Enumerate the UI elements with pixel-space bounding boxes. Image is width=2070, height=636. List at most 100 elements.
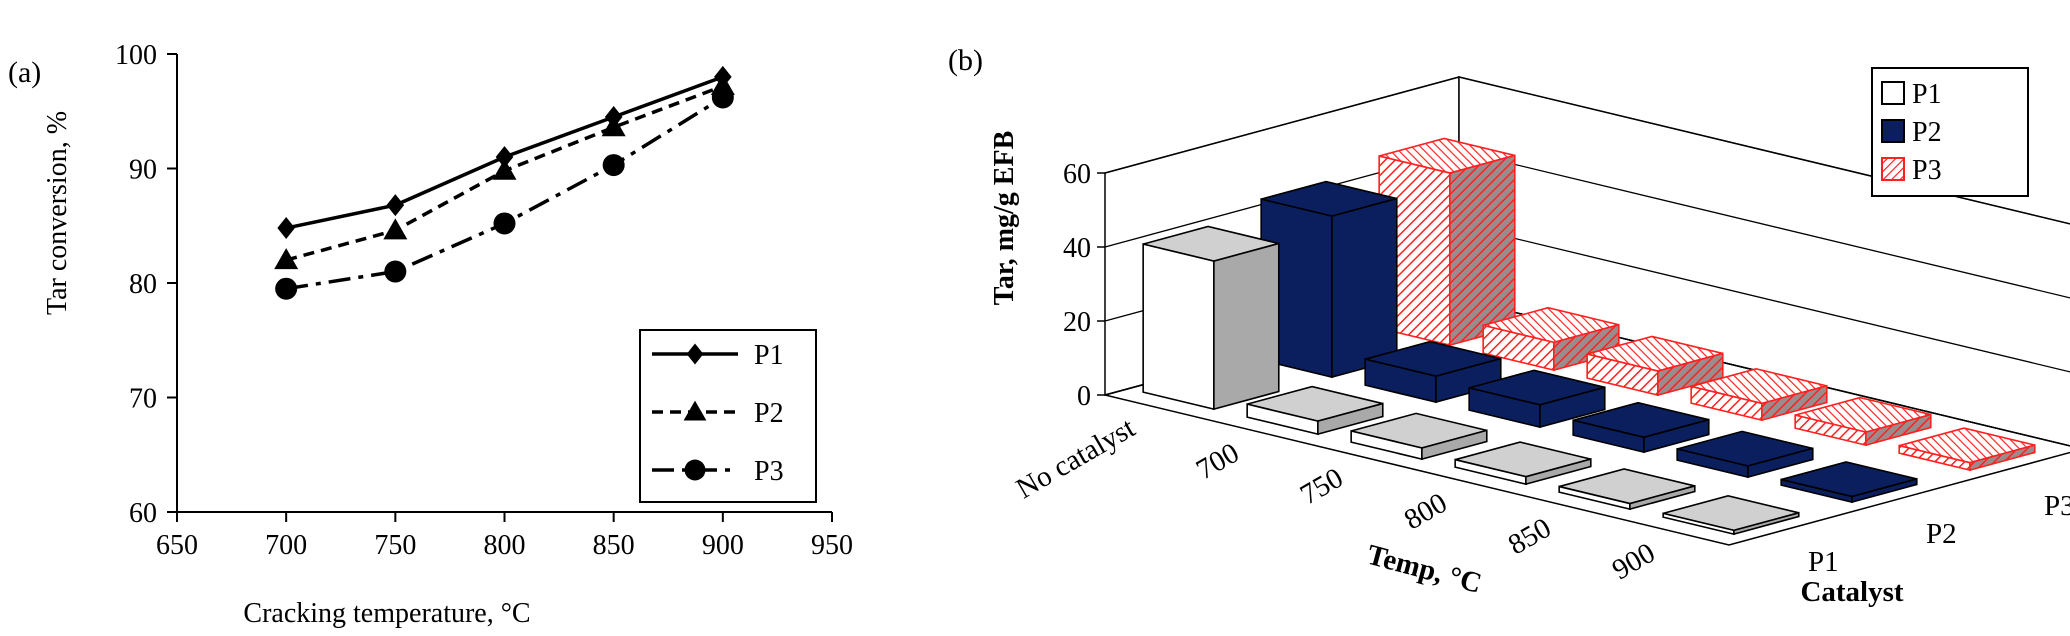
panel-b-bar-P1-800	[1454, 441, 1592, 486]
panel-b-label: (b)	[948, 44, 983, 77]
panel-a-point-P2	[601, 115, 626, 137]
panel-b-x-tick-label: 750	[1295, 462, 1349, 511]
panel-b-legend-label-P3: P3	[1912, 155, 1942, 186]
panel-a-legend-label-P1: P1	[754, 340, 784, 371]
panel-b-x-tick-label: No catalyst	[1011, 412, 1141, 505]
panel-a-legend-label-P3: P3	[754, 456, 784, 487]
panel-b-bar-P2-700	[1364, 340, 1502, 404]
panel-a-y-tick-label: 80	[129, 269, 157, 300]
panel-a-point-P1	[386, 194, 405, 217]
panel-b-bar-P1-750	[1350, 412, 1488, 461]
panel-b-bar-top	[1662, 494, 1799, 532]
panel-b-bar-front	[1142, 243, 1215, 411]
panel-a-y-tick-label: 60	[129, 498, 157, 529]
panel-a-legend-marker-P1	[686, 343, 704, 365]
panel-a-x-tick-label: 650	[156, 530, 198, 561]
panel-b-bar-side	[1331, 197, 1398, 379]
panel-b-x-tick-label: 700	[1191, 437, 1245, 486]
panel-b-bar-P2-750	[1468, 369, 1606, 429]
panel-a-legend: P1 P2 P3	[639, 329, 817, 503]
panel-b-bar-side	[1421, 429, 1488, 461]
panel-b-bar-P1-No-catalyst	[1142, 225, 1280, 411]
panel-a-point-P2	[383, 218, 408, 240]
panel-a-y-tick-label: 70	[129, 384, 157, 415]
panel-b-bar-side	[1629, 484, 1696, 511]
panel-b-bar-P3-800	[1690, 368, 1828, 422]
panel-a-ticks: 60 70 80 90 100 650 700 750 800 850 900 950	[115, 40, 853, 561]
panel-a-x-tick-label: 950	[811, 530, 853, 561]
panel-a-ylabel: Tar conversion, %	[42, 111, 73, 315]
panel-b-bar-side	[1643, 418, 1710, 454]
panel-b-z-tick-label: P2	[1926, 518, 1957, 550]
panel-b-legend-swatch-P2	[1881, 119, 1905, 143]
panel-b-legend-swatch-P1	[1881, 81, 1905, 105]
panel-b-zlabel: Catalyst	[1800, 576, 1903, 608]
panel-b-bar-P2-800	[1572, 401, 1710, 454]
panel-b-bar-P2-No-catalyst	[1260, 180, 1398, 379]
panel-b-y-tick-label: 60	[1063, 159, 1091, 190]
panel-a-point-P1	[495, 146, 514, 169]
panel-a-point-P2	[492, 158, 517, 180]
panel-b-bar-side	[1851, 477, 1918, 504]
panel-b-y-tick-label: 0	[1077, 381, 1091, 412]
panel-b-legend-label-P2: P2	[1912, 117, 1942, 148]
panel-b-bar-P3-850	[1794, 396, 1932, 447]
panel-a-series	[274, 65, 735, 300]
panel-b-y-tick-label: 20	[1063, 307, 1091, 338]
panel-b-y-tick-label: 40	[1063, 233, 1091, 264]
panel-a-y-tick-label: 100	[115, 40, 157, 71]
panel-b-bar-P1-900	[1662, 494, 1800, 536]
panel-b-bar-P2-850	[1676, 430, 1814, 479]
panel-a-point-P3	[602, 154, 625, 177]
panel-b-bar-side	[1733, 511, 1800, 536]
panel-a-legend-label-P2: P2	[754, 398, 784, 429]
panel-a-label: (a)	[8, 56, 41, 89]
panel-b-bar-side	[1539, 386, 1606, 429]
panel-b-xlabel: Temp, °C	[1364, 539, 1485, 600]
panel-b-bar-top	[1780, 461, 1917, 498]
panel-b-bar-P3-No-catalyst	[1378, 137, 1516, 347]
panel-b-bars	[1142, 137, 2036, 536]
panel-b-bar-P3-900	[1898, 427, 2036, 472]
panel-b-ylabel: Tar, mg/g EFB	[989, 131, 1020, 306]
panel-a-legend-marker-P3	[684, 459, 706, 481]
panel-b-bar-P3-750	[1586, 335, 1724, 397]
panel-b-z-tick-label: P1	[1808, 546, 1839, 578]
panel-a-series-line-P3	[285, 96, 724, 291]
panel-a-x-tick-label: 750	[374, 530, 416, 561]
panel-b-bar-side	[1761, 384, 1828, 422]
panel-b-bar-P2-900	[1780, 461, 1918, 504]
panel-b-bar-side	[1449, 154, 1516, 347]
panel-a-x-tick-label: 900	[702, 530, 744, 561]
chart-panel-b: (b) 0 20 40 60 No catalyst 700 750 800 850 900 P1…	[948, 44, 2070, 608]
panel-a-point-P2	[274, 248, 299, 270]
panel-b-bar-side	[1969, 444, 2036, 472]
panel-b-bar-side	[1747, 447, 1814, 479]
panel-b-legend: P1 P2 P3	[1871, 67, 2029, 197]
panel-a-x-tick-label: 850	[593, 530, 635, 561]
panel-b-bar-side	[1317, 402, 1384, 436]
panel-b-bar-side	[1865, 413, 1932, 447]
panel-b-legend-label-P1: P1	[1912, 79, 1942, 110]
panel-a-legend-marker-P2	[683, 400, 707, 421]
panel-a-x-tick-label: 700	[265, 530, 307, 561]
chart-panel-a: (a) 60 70 80 90 100 650 700 750 800 850 900 950 Cra…	[8, 40, 853, 629]
panel-b-bar-P3-700	[1482, 306, 1620, 372]
panel-b-bar-P1-850	[1558, 468, 1696, 511]
panel-b-bar-side	[1213, 242, 1280, 411]
panel-b-x-tick-label: 900	[1607, 537, 1661, 586]
panel-b-bar-P1-700	[1246, 385, 1384, 436]
panel-b-legend-swatch-P3	[1881, 157, 1905, 181]
panel-a-point-P3	[384, 260, 407, 283]
panel-a-y-tick-label: 90	[129, 155, 157, 186]
panel-b-ticks: 0 20 40 60	[1063, 159, 1105, 412]
panel-a-point-P3	[711, 86, 734, 109]
panel-a-point-P3	[275, 277, 298, 300]
panel-a-xlabel: Cracking temperature, °C	[243, 598, 530, 629]
panel-b-bar-top	[1558, 468, 1695, 505]
panel-b-x-tick-label: 800	[1399, 487, 1453, 536]
panel-a-point-P1	[277, 217, 295, 240]
panel-b-x-tick-label: 850	[1503, 512, 1557, 561]
panel-a-x-tick-label: 800	[484, 530, 526, 561]
